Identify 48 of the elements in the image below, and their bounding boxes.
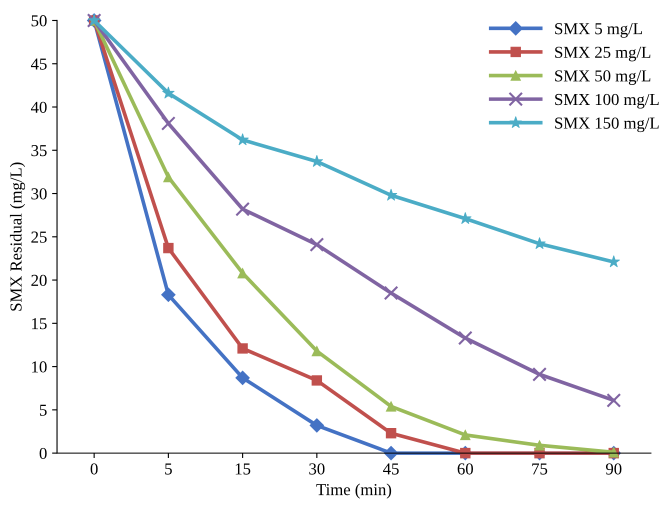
x-tick-label: 75 [532,463,548,475]
point [532,367,547,382]
point [460,430,471,440]
x-tick-label: 45 [383,463,399,475]
y-tick-label: 10 [32,361,47,373]
x-tick-label: 60 [458,463,473,475]
y-tick-label: 20 [31,274,47,286]
point [237,343,248,354]
y-tick-label: 30 [31,188,47,200]
x-tick-label: 30 [309,463,325,475]
legend-label: SMX 100 mg/L [555,94,659,109]
point [236,133,249,146]
point [161,288,176,302]
legend-label: SMX 25 mg/L [555,46,650,62]
point [534,440,545,451]
point [458,330,473,346]
point [235,202,250,216]
point [310,418,324,433]
point [162,86,175,99]
y-tick-label: 50 [32,15,47,26]
y-tick-label: 35 [31,145,47,156]
y-tick-label: 5 [40,404,47,416]
point [163,172,174,182]
legend-label: SMX 50 mg/L [555,70,650,85]
point [161,116,176,131]
y-tick-label: 25 [31,232,47,243]
point [386,401,396,412]
legend-label: SMX 150 mg/L [555,117,659,132]
point [312,346,322,356]
point [310,237,324,252]
point [384,286,398,300]
legend-label: SMX 5 mg/L [555,23,642,38]
point [312,375,322,386]
point [235,370,250,386]
point [606,393,622,408]
point [386,428,396,438]
x-axis-title: Time (min) [316,484,392,499]
x-tick-label: 5 [165,463,172,475]
y-tick-label: 0 [40,448,47,460]
y-tick-label: 40 [30,102,47,113]
x-tick-label: 90 [606,463,622,475]
x-tick-label: 15 [236,463,250,475]
y-tick-label: 15 [32,318,47,330]
y-tick-label: 45 [30,58,47,70]
point [163,242,174,254]
x-tick-label: 0 [90,463,98,475]
y-axis-title: SMX Residual (mg/L) [10,162,26,311]
point [384,446,398,460]
